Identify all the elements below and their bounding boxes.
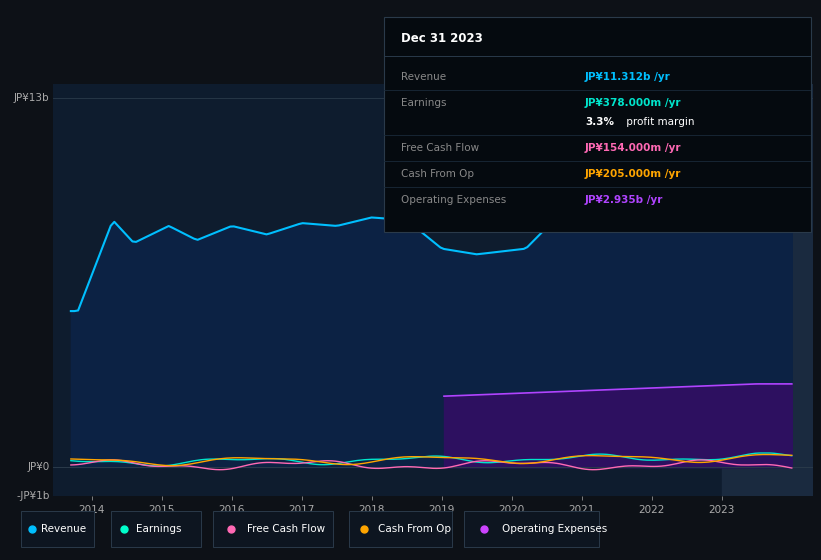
Text: -JP¥1b: -JP¥1b bbox=[16, 491, 49, 501]
Text: JP¥11.312b /yr: JP¥11.312b /yr bbox=[585, 72, 671, 82]
FancyBboxPatch shape bbox=[349, 511, 452, 548]
Text: JP¥13b: JP¥13b bbox=[14, 93, 49, 103]
Text: JP¥378.000m /yr: JP¥378.000m /yr bbox=[585, 98, 681, 108]
Text: Cash From Op: Cash From Op bbox=[378, 524, 451, 534]
Text: Dec 31 2023: Dec 31 2023 bbox=[401, 32, 483, 45]
Text: Revenue: Revenue bbox=[401, 72, 447, 82]
Text: Cash From Op: Cash From Op bbox=[401, 169, 475, 179]
Text: Operating Expenses: Operating Expenses bbox=[401, 195, 507, 205]
Text: 3.3%: 3.3% bbox=[585, 118, 614, 128]
Text: profit margin: profit margin bbox=[623, 118, 695, 128]
Text: Earnings: Earnings bbox=[401, 98, 447, 108]
FancyBboxPatch shape bbox=[464, 511, 599, 548]
Text: Free Cash Flow: Free Cash Flow bbox=[247, 524, 325, 534]
FancyBboxPatch shape bbox=[111, 511, 201, 548]
Bar bbox=[722, 84, 813, 496]
Text: JP¥154.000m /yr: JP¥154.000m /yr bbox=[585, 143, 681, 153]
Text: Earnings: Earnings bbox=[136, 524, 181, 534]
Text: JP¥0: JP¥0 bbox=[27, 462, 49, 472]
FancyBboxPatch shape bbox=[21, 511, 94, 548]
Text: JP¥2.935b /yr: JP¥2.935b /yr bbox=[585, 195, 663, 205]
FancyBboxPatch shape bbox=[384, 17, 811, 232]
FancyBboxPatch shape bbox=[213, 511, 333, 548]
Text: Operating Expenses: Operating Expenses bbox=[502, 524, 607, 534]
Text: Revenue: Revenue bbox=[41, 524, 86, 534]
Text: JP¥205.000m /yr: JP¥205.000m /yr bbox=[585, 169, 681, 179]
Text: Free Cash Flow: Free Cash Flow bbox=[401, 143, 479, 153]
